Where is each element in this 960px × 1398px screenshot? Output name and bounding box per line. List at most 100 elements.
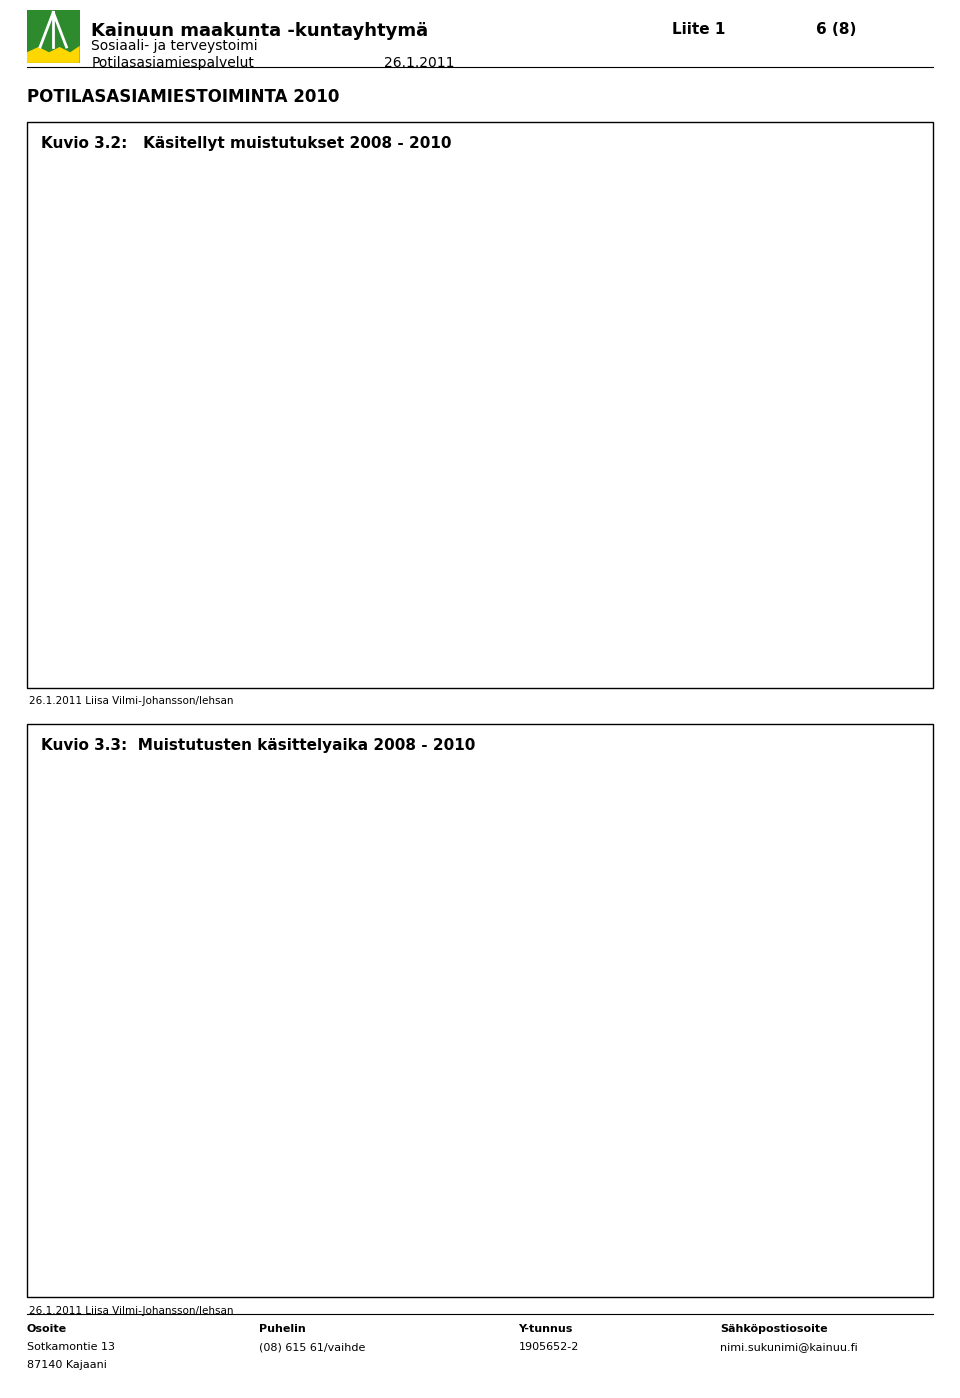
- Text: 1: 1: [462, 523, 468, 533]
- Text: 26.1.2011: 26.1.2011: [384, 56, 454, 70]
- Text: 3: 3: [545, 496, 551, 506]
- Text: Potilasasiamiespalvelut: Potilasasiamiespalvelut: [91, 56, 254, 70]
- Text: 26.1.2011 Liisa Vilmi-Johansson/lehsan: 26.1.2011 Liisa Vilmi-Johansson/lehsan: [29, 1306, 233, 1316]
- Bar: [513, 534, 527, 548]
- Text: 6: 6: [297, 456, 302, 466]
- Text: 26.1.2011 Liisa Vilmi-Johansson/lehsan: 26.1.2011 Liisa Vilmi-Johansson/lehsan: [29, 696, 233, 706]
- Bar: [326, 945, 361, 1172]
- Bar: [816, 534, 830, 548]
- Bar: [252, 394, 266, 548]
- Text: 4: 4: [241, 482, 248, 492]
- Bar: [596, 521, 611, 548]
- Bar: [636, 521, 651, 548]
- Text: nimi.sukunimi@kainuu.fi: nimi.sukunimi@kainuu.fi: [720, 1342, 857, 1352]
- Bar: [458, 1029, 492, 1172]
- Bar: [707, 495, 721, 548]
- Text: 22: 22: [267, 893, 283, 906]
- Text: 0.5: 0.5: [471, 530, 487, 540]
- Bar: [321, 445, 335, 548]
- Text: 6 (8): 6 (8): [816, 22, 856, 38]
- Text: 3: 3: [865, 1120, 873, 1132]
- Text: 9: 9: [602, 1048, 611, 1061]
- Text: 15: 15: [170, 977, 186, 990]
- Text: 2: 2: [600, 509, 607, 519]
- Text: 6: 6: [311, 456, 317, 466]
- Bar: [390, 1029, 423, 1172]
- Text: Osoite: Osoite: [27, 1324, 67, 1334]
- Text: 6.5: 6.5: [141, 449, 156, 459]
- Text: 2: 2: [665, 1131, 673, 1144]
- Text: 12.25: 12.25: [424, 372, 452, 382]
- Bar: [787, 541, 802, 548]
- Bar: [237, 495, 252, 548]
- Legend: 2008, 2009, 2010: 2008, 2009, 2010: [469, 628, 710, 651]
- Bar: [555, 1124, 589, 1172]
- Text: 1.5: 1.5: [651, 516, 666, 526]
- Bar: [376, 361, 391, 548]
- Text: Sosiaali- ja terveystoimi: Sosiaali- ja terveystoimi: [91, 39, 258, 53]
- Text: 14: 14: [377, 348, 389, 358]
- Text: Sähköpostiosoite: Sähköpostiosoite: [720, 1324, 828, 1334]
- Text: 2: 2: [699, 1131, 708, 1144]
- FancyBboxPatch shape: [27, 10, 80, 63]
- Bar: [541, 507, 556, 548]
- Text: 1: 1: [736, 523, 743, 533]
- Text: 1: 1: [201, 523, 206, 533]
- Text: Kuvio 3.3:  Muistutusten käsittelyaika 2008 - 2010: Kuvio 3.3: Muistutusten käsittelyaika 20…: [41, 738, 475, 754]
- Text: 10.5: 10.5: [853, 396, 875, 405]
- Text: Kuvio 3.2:   Käsitellyt muistutukset 2008 - 2010: Kuvio 3.2: Käsitellyt muistutukset 2008 …: [41, 136, 452, 151]
- Bar: [692, 521, 707, 548]
- Bar: [747, 521, 761, 548]
- Text: 2: 2: [751, 509, 757, 519]
- Text: 3: 3: [830, 1120, 838, 1132]
- Text: 1: 1: [821, 523, 827, 533]
- Bar: [589, 1065, 623, 1172]
- Bar: [720, 1076, 755, 1172]
- Bar: [423, 1053, 458, 1172]
- Text: Puhelin: Puhelin: [259, 1324, 306, 1334]
- Bar: [141, 461, 156, 548]
- Bar: [582, 521, 596, 548]
- Bar: [402, 488, 417, 548]
- Text: 2: 2: [641, 509, 647, 519]
- Text: 5.5: 5.5: [416, 463, 432, 473]
- Text: 5: 5: [270, 468, 276, 480]
- Text: 2: 2: [765, 509, 772, 519]
- Bar: [266, 481, 280, 548]
- Text: 19: 19: [335, 930, 352, 942]
- Text: 1: 1: [806, 523, 812, 533]
- Text: 7.75: 7.75: [317, 432, 339, 442]
- Bar: [802, 534, 816, 548]
- Bar: [431, 383, 445, 548]
- Bar: [127, 467, 141, 548]
- Text: 4: 4: [710, 482, 716, 492]
- Text: 12: 12: [467, 1012, 483, 1025]
- Legend: 2008, 2009, 2010: 2008, 2009, 2010: [469, 1241, 710, 1265]
- Bar: [857, 407, 872, 548]
- Text: 22: 22: [363, 240, 375, 250]
- Bar: [161, 993, 196, 1172]
- Text: 1905652-2: 1905652-2: [518, 1342, 579, 1352]
- Text: (08) 615 61/vaihde: (08) 615 61/vaihde: [259, 1342, 366, 1352]
- Text: 8.5: 8.5: [842, 422, 857, 432]
- Text: POTILASASIAMIESTOIMINTA 2010: POTILASASIAMIESTOIMINTA 2010: [27, 88, 339, 106]
- Text: 87140 Kajaani: 87140 Kajaani: [27, 1360, 107, 1370]
- Bar: [457, 534, 471, 548]
- Text: 12: 12: [398, 1012, 415, 1025]
- Bar: [348, 313, 362, 548]
- Text: 9.5: 9.5: [871, 408, 886, 418]
- Bar: [872, 421, 885, 548]
- Text: 0.5: 0.5: [787, 530, 803, 540]
- Text: 4.5: 4.5: [402, 475, 418, 485]
- Text: 4: 4: [682, 482, 687, 492]
- Text: 2: 2: [696, 509, 702, 519]
- Bar: [686, 1148, 720, 1172]
- Bar: [293, 886, 326, 1172]
- Text: Liite 1: Liite 1: [672, 22, 726, 38]
- Text: 4: 4: [568, 1107, 576, 1120]
- Bar: [521, 1135, 555, 1172]
- Bar: [678, 495, 692, 548]
- Bar: [817, 1135, 852, 1172]
- Text: 11.5: 11.5: [248, 382, 270, 391]
- Text: 26: 26: [204, 846, 221, 858]
